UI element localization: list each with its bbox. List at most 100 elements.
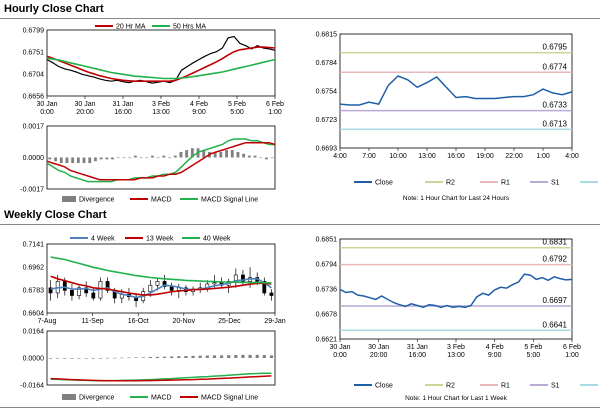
hourly-divergence-bar-21 — [168, 157, 171, 159]
hourly-divergence-bar-29 — [213, 151, 217, 158]
hourly-levels-y-tick-1: 0.6784 — [316, 60, 338, 67]
hourly-divergence-bar-17 — [145, 157, 149, 159]
weekly-levels-y-tick-2: 0.6736 — [316, 287, 338, 294]
weekly-divergence-bar-12 — [134, 357, 138, 358]
hourly-divergence-bar-18 — [151, 155, 154, 158]
hourly-macd-y-tick-0: 0.0017 — [23, 124, 45, 131]
hourly-divergence-bar-23 — [179, 151, 183, 158]
hourly-price-x-tick-6-date: 6 Feb — [266, 101, 284, 108]
hourly-levels-x-tick-0: 4:00 — [333, 153, 347, 160]
weekly-price-x-tick-1: 11-Sep — [82, 318, 104, 325]
weekly-levels-level-label-S2: 0.6641 — [543, 320, 568, 329]
weekly-divergence-bar-11 — [127, 357, 131, 359]
hourly-price-x-tick-0-date: 30 Jan — [36, 101, 57, 108]
weekly-levels-legend-0-label: Close — [375, 383, 393, 390]
weekly-divergence-bar-3 — [70, 358, 74, 359]
hourly-divergence-bar-11 — [111, 157, 114, 160]
hourly-levels-y-tick-3: 0.6723 — [316, 117, 338, 124]
hourly-price-plot-area — [46, 29, 276, 97]
weekly-levels-x-tick-5-date: 5 Feb — [524, 344, 542, 351]
weekly-levels-x-tick-2-time: 16:00 — [409, 352, 427, 359]
weekly-divergence-bar-23 — [212, 355, 217, 358]
weekly-divergence-bar-10 — [120, 357, 124, 359]
weekly-price-legend-0-label: 4 Week — [91, 236, 115, 243]
hourly-price-x-tick-5-date: 5 Feb — [228, 101, 246, 108]
weekly-candle-body-4 — [77, 287, 81, 296]
weekly-divergence-bar-7 — [98, 358, 103, 359]
hourly-price-x-tick-3-date: 3 Feb — [152, 101, 170, 108]
weekly-levels-close-line — [339, 273, 573, 309]
weekly-divergence-bar-24 — [219, 355, 224, 358]
hourly-levels-legend-3-label: S1 — [551, 180, 560, 187]
hourly-price-x-tick-4-date: 4 Feb — [190, 101, 208, 108]
weekly-macd-y-tick-0: 0.0164 — [23, 329, 45, 336]
weekly-price-series-2 — [50, 256, 272, 284]
hourly-divergence-bar-36 — [253, 155, 257, 158]
hourly-divergence-bar-31 — [225, 150, 228, 158]
hourly-levels-y-tick-4: 0.6693 — [316, 146, 338, 153]
hourly-section-title: Hourly Close Chart — [4, 3, 104, 15]
weekly-price-x-tick-0: 7-Aug — [38, 318, 57, 325]
hourly-price-x-tick-1-date: 30 Jan — [74, 101, 95, 108]
weekly-price-y-tick-0: 0.7141 — [23, 242, 45, 249]
hourly-levels-legend-1-label: R2 — [446, 180, 455, 187]
hourly-divergence-bar-9 — [99, 157, 103, 160]
hourly-price-y-tick-0: 0.6799 — [23, 28, 45, 35]
hourly-price-x-tick-0-time: 0:00 — [40, 109, 54, 116]
weekly-divergence-bar-17 — [170, 356, 174, 358]
weekly-divergence-bar-25 — [227, 355, 231, 358]
weekly-divergence-bar-15 — [155, 356, 160, 358]
hourly-divergence-bar-3 — [65, 157, 69, 164]
hourly-divergence-bar-19 — [156, 157, 160, 159]
hourly-levels-y-tick-2: 0.6754 — [316, 89, 338, 96]
weekly-levels-plot-area — [339, 238, 573, 340]
weekly-price-x-tick-5: 29-Jan — [264, 318, 286, 325]
weekly-levels-x-tick-4-date: 4 Feb — [486, 344, 504, 351]
hourly-levels-level-label-R1: 0.6774 — [543, 62, 568, 71]
hourly-divergence-bar-24 — [185, 150, 189, 158]
hourly-levels-x-tick-1: 7:00 — [362, 153, 376, 160]
hourly-levels-x-tick-7: 1:00 — [536, 153, 550, 160]
hourly-price-legend-1-label: 50 Hrs MA — [173, 24, 206, 31]
weekly-divergence-bar-31 — [269, 355, 274, 358]
weekly-divergence-bar-19 — [184, 356, 188, 358]
hourly-macd-legend-1-label: MACD — [151, 197, 172, 204]
weekly-levels-x-tick-6-time: 1:00 — [565, 352, 579, 359]
weekly-divergence-bar-8 — [105, 357, 110, 359]
hourly-levels-legend-2-label: R1 — [501, 180, 510, 187]
weekly-levels-x-tick-2-date: 31 Jan — [407, 344, 428, 351]
weekly-title-rule — [0, 224, 600, 225]
hourly-divergence-bar-5 — [76, 157, 80, 164]
hourly-levels-legend-0-label: Close — [375, 180, 393, 187]
hourly-divergence-bar-0 — [48, 157, 52, 160]
weekly-levels-x-tick-3-time: 13:00 — [447, 352, 465, 359]
weekly-levels-legend-3-label: S1 — [551, 383, 560, 390]
hourly-divergence-bar-10 — [105, 157, 109, 160]
hourly-divergence-bar-38 — [265, 157, 268, 160]
hourly-levels-x-tick-4: 16:00 — [447, 153, 465, 160]
weekly-levels-y-tick-1: 0.6794 — [316, 262, 338, 269]
weekly-price-x-tick-4: 25-Dec — [218, 318, 241, 325]
hourly-divergence-bar-39 — [270, 157, 274, 159]
hourly-divergence-bar-2 — [59, 157, 63, 164]
weekly-divergence-bar-14 — [148, 357, 152, 358]
weekly-levels-level-label-R1: 0.6792 — [543, 255, 568, 264]
weekly-price-x-tick-3: 20-Nov — [173, 318, 196, 325]
weekly-divergence-bar-1 — [56, 358, 60, 359]
hourly-divergence-bar-25 — [190, 148, 194, 158]
weekly-levels-legend-1-label: R2 — [446, 383, 455, 390]
weekly-macd-y-tick-2: -0.0164 — [20, 383, 44, 390]
hourly-price-x-tick-5-time: 5:00 — [230, 109, 244, 116]
weekly-price-series-0 — [50, 278, 272, 299]
weekly-divergence-bar-0 — [48, 358, 53, 359]
hourly-divergence-bar-22 — [173, 155, 177, 158]
weekly-divergence-bar-2 — [63, 358, 67, 359]
weekly-macd-y-tick-1: 0.0000 — [23, 356, 45, 363]
weekly-levels-x-tick-0-date: 30 Jan — [329, 344, 350, 351]
weekly-divergence-bar-18 — [177, 356, 181, 358]
hourly-levels-x-tick-6: 22:00 — [505, 153, 523, 160]
weekly-price-y-tick-2: 0.6783 — [23, 288, 45, 295]
weekly-price-legend-1-label: 13 Week — [146, 236, 174, 243]
weekly-price-x-tick-2: 16-Oct — [128, 318, 149, 325]
weekly-macd-legend-0-swatch — [62, 394, 76, 400]
